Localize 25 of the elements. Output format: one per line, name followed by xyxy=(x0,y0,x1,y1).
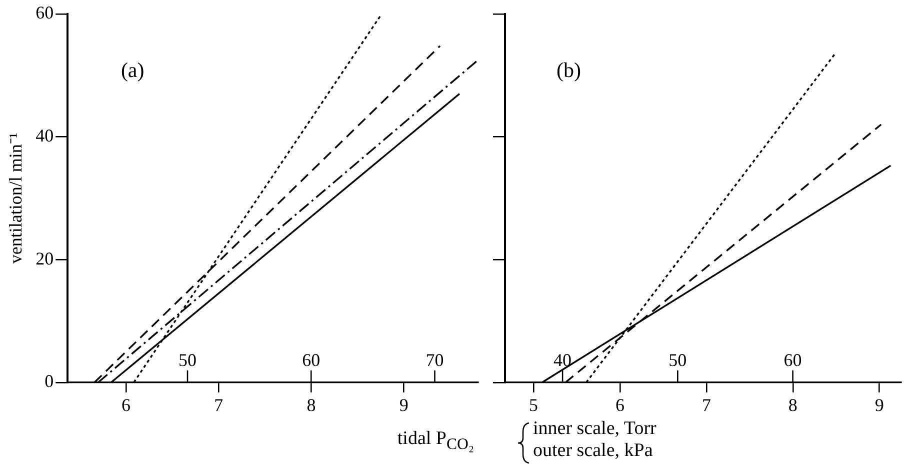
text: inner scale, Torr xyxy=(533,418,656,440)
x-axis-title: tidal P$_{CO₂}$ xyxy=(397,428,474,454)
annotation: (a) xyxy=(120,58,144,84)
annotation: (b) xyxy=(556,58,581,84)
x2-tick-label: 60 xyxy=(302,350,320,370)
x-tick-label: 5 xyxy=(529,394,538,415)
x-tick-label: 8 xyxy=(306,394,316,415)
x-tick-label: 7 xyxy=(214,394,224,415)
x2-tick-label: 60 xyxy=(784,350,802,370)
y-tick-label: 40 xyxy=(36,126,54,146)
x-tick-label: 9 xyxy=(874,394,884,415)
text: outer scale, kPa xyxy=(533,440,653,462)
x-tick-label: 8 xyxy=(788,394,798,415)
x-tick-label: 7 xyxy=(702,394,711,415)
x-tick-label: 6 xyxy=(121,394,130,415)
y-axis-title: ventilation/l min⁻¹ xyxy=(6,132,26,264)
x2-tick-label: 40 xyxy=(554,350,572,370)
x2-tick-label: 50 xyxy=(668,350,687,370)
y-tick-label: 20 xyxy=(36,248,54,268)
x-tick-label: 6 xyxy=(615,394,624,415)
x2-tick-label: 70 xyxy=(426,350,444,370)
x2-tick-label: 50 xyxy=(178,350,197,370)
x-tick-label: 9 xyxy=(399,394,408,415)
y-tick-label: 0 xyxy=(44,371,54,392)
y-tick-label: 60 xyxy=(36,2,54,23)
